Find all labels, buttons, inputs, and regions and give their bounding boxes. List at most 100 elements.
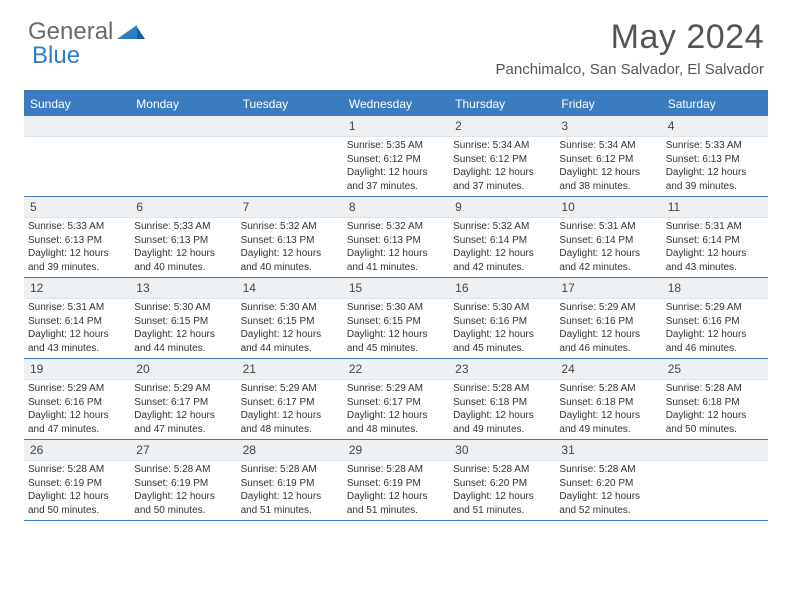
sunrise-text: Sunrise: 5:28 AM [134,463,232,477]
daylight2-text: and 50 minutes. [134,504,232,518]
day-number: 27 [130,440,236,460]
day-cell: Sunrise: 5:33 AMSunset: 6:13 PMDaylight:… [130,218,236,277]
sunrise-text: Sunrise: 5:29 AM [347,382,445,396]
daylight1-text: Daylight: 12 hours [559,247,657,261]
daylight2-text: and 51 minutes. [347,504,445,518]
sunset-text: Sunset: 6:17 PM [134,396,232,410]
day-number: 25 [662,359,768,379]
daylight1-text: Daylight: 12 hours [559,409,657,423]
calendar: Sunday Monday Tuesday Wednesday Thursday… [24,90,768,521]
day-number [24,116,130,136]
day-number: 29 [343,440,449,460]
sunset-text: Sunset: 6:15 PM [241,315,339,329]
sunset-text: Sunset: 6:12 PM [559,153,657,167]
day-header-mon: Monday [130,92,236,116]
day-number-row: 567891011 [24,197,768,218]
daylight2-text: and 40 minutes. [241,261,339,275]
day-cell: Sunrise: 5:29 AMSunset: 6:16 PMDaylight:… [24,380,130,439]
daylight1-text: Daylight: 12 hours [347,247,445,261]
day-cell: Sunrise: 5:28 AMSunset: 6:19 PMDaylight:… [130,461,236,520]
day-cell: Sunrise: 5:29 AMSunset: 6:17 PMDaylight:… [237,380,343,439]
day-cell [237,137,343,196]
sunrise-text: Sunrise: 5:31 AM [28,301,126,315]
day-number: 18 [662,278,768,298]
day-cell: Sunrise: 5:29 AMSunset: 6:16 PMDaylight:… [662,299,768,358]
daylight1-text: Daylight: 12 hours [666,328,764,342]
day-cell: Sunrise: 5:31 AMSunset: 6:14 PMDaylight:… [24,299,130,358]
sunset-text: Sunset: 6:13 PM [134,234,232,248]
day-number: 17 [555,278,661,298]
daylight2-text: and 45 minutes. [453,342,551,356]
sunrise-text: Sunrise: 5:30 AM [347,301,445,315]
daylight2-text: and 42 minutes. [453,261,551,275]
sunrise-text: Sunrise: 5:32 AM [453,220,551,234]
day-number: 10 [555,197,661,217]
day-number: 4 [662,116,768,136]
daylight1-text: Daylight: 12 hours [666,166,764,180]
day-header-sat: Saturday [662,92,768,116]
day-cell: Sunrise: 5:28 AMSunset: 6:20 PMDaylight:… [449,461,555,520]
day-cell: Sunrise: 5:30 AMSunset: 6:16 PMDaylight:… [449,299,555,358]
day-cell: Sunrise: 5:35 AMSunset: 6:12 PMDaylight:… [343,137,449,196]
daylight2-text: and 43 minutes. [666,261,764,275]
day-number [130,116,236,136]
sunrise-text: Sunrise: 5:29 AM [666,301,764,315]
sunrise-text: Sunrise: 5:35 AM [347,139,445,153]
sunrise-text: Sunrise: 5:30 AM [241,301,339,315]
daylight1-text: Daylight: 12 hours [134,490,232,504]
day-header-sun: Sunday [24,92,130,116]
daylight1-text: Daylight: 12 hours [134,247,232,261]
sunrise-text: Sunrise: 5:28 AM [28,463,126,477]
day-cell: Sunrise: 5:31 AMSunset: 6:14 PMDaylight:… [662,218,768,277]
sunrise-text: Sunrise: 5:30 AM [134,301,232,315]
day-cell: Sunrise: 5:32 AMSunset: 6:13 PMDaylight:… [343,218,449,277]
sunset-text: Sunset: 6:19 PM [347,477,445,491]
daylight2-text: and 47 minutes. [28,423,126,437]
daylight2-text: and 44 minutes. [134,342,232,356]
sunset-text: Sunset: 6:14 PM [453,234,551,248]
day-number: 8 [343,197,449,217]
sunset-text: Sunset: 6:13 PM [28,234,126,248]
daylight1-text: Daylight: 12 hours [134,409,232,423]
daylight1-text: Daylight: 12 hours [28,490,126,504]
sunset-text: Sunset: 6:14 PM [666,234,764,248]
day-header-tue: Tuesday [237,92,343,116]
day-number: 5 [24,197,130,217]
day-number-row: 1234 [24,116,768,137]
sunrise-text: Sunrise: 5:29 AM [134,382,232,396]
daylight1-text: Daylight: 12 hours [453,328,551,342]
day-cell: Sunrise: 5:28 AMSunset: 6:18 PMDaylight:… [449,380,555,439]
location: Panchimalco, San Salvador, El Salvador [496,61,764,78]
day-number: 11 [662,197,768,217]
day-number: 15 [343,278,449,298]
daylight1-text: Daylight: 12 hours [347,490,445,504]
daylight2-text: and 39 minutes. [666,180,764,194]
sunset-text: Sunset: 6:16 PM [559,315,657,329]
sunset-text: Sunset: 6:12 PM [347,153,445,167]
sunrise-text: Sunrise: 5:28 AM [559,382,657,396]
sunset-text: Sunset: 6:16 PM [666,315,764,329]
daylight2-text: and 51 minutes. [453,504,551,518]
daylight2-text: and 48 minutes. [241,423,339,437]
day-cell: Sunrise: 5:32 AMSunset: 6:14 PMDaylight:… [449,218,555,277]
sunset-text: Sunset: 6:20 PM [559,477,657,491]
day-cell: Sunrise: 5:32 AMSunset: 6:13 PMDaylight:… [237,218,343,277]
sunrise-text: Sunrise: 5:32 AM [241,220,339,234]
daylight1-text: Daylight: 12 hours [28,328,126,342]
daylight2-text: and 45 minutes. [347,342,445,356]
day-cell: Sunrise: 5:28 AMSunset: 6:18 PMDaylight:… [662,380,768,439]
daylight2-text: and 46 minutes. [559,342,657,356]
daylight2-text: and 37 minutes. [453,180,551,194]
day-number-row: 12131415161718 [24,278,768,299]
sunset-text: Sunset: 6:13 PM [347,234,445,248]
daylight2-text: and 43 minutes. [28,342,126,356]
daylight1-text: Daylight: 12 hours [347,409,445,423]
day-cell: Sunrise: 5:33 AMSunset: 6:13 PMDaylight:… [24,218,130,277]
sunset-text: Sunset: 6:14 PM [559,234,657,248]
week-content-row: Sunrise: 5:35 AMSunset: 6:12 PMDaylight:… [24,137,768,197]
daylight1-text: Daylight: 12 hours [347,328,445,342]
day-number: 14 [237,278,343,298]
day-header-row: Sunday Monday Tuesday Wednesday Thursday… [24,92,768,116]
day-number: 19 [24,359,130,379]
day-cell: Sunrise: 5:33 AMSunset: 6:13 PMDaylight:… [662,137,768,196]
